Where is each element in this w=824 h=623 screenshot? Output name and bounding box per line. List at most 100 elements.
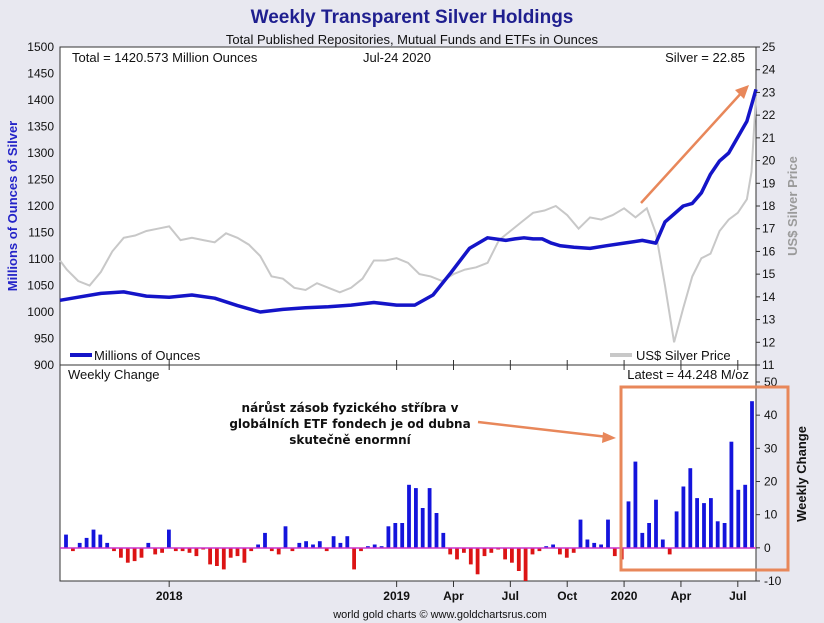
y-tick-left: 1300 (27, 146, 54, 160)
x-tick-label: 2019 (383, 589, 410, 603)
x-tick-label: Oct (557, 589, 577, 603)
y-tick-right: 18 (762, 199, 776, 213)
date-readout: Jul-24 2020 (363, 50, 431, 65)
weekly-change-bar (187, 547, 192, 553)
weekly-change-bar (503, 547, 507, 560)
weekly-change-bar (414, 488, 418, 548)
weekly-change-bar (235, 547, 240, 557)
weekly-change-bar (612, 547, 617, 557)
y-tick-right: 19 (762, 176, 776, 190)
weekly-change-bar (352, 547, 356, 570)
weekly-change-bar (736, 489, 741, 548)
weekly-change-bar (215, 547, 219, 566)
weekly-change-bar (263, 532, 267, 548)
weekly-change-bar (71, 547, 75, 552)
annotation-line-2: globálních ETF fondech je od dubna (229, 417, 470, 431)
weekly-change-bar (256, 544, 260, 548)
annotation-line-1: nárůst zásob fyzického stříbra v (242, 401, 459, 415)
weekly-change-bar (592, 542, 597, 548)
y-tick-right: 16 (762, 244, 776, 258)
weekly-change-bar (530, 547, 535, 555)
weekly-change-bar (420, 508, 425, 548)
weekly-change-bar (510, 547, 514, 563)
y-tick-left: 1500 (27, 40, 54, 54)
weekly-change-bar (448, 547, 453, 555)
weekly-change-bar (208, 547, 212, 565)
weekly-change-bar (167, 529, 171, 548)
y-tick-left: 900 (34, 358, 54, 372)
y-tick-right: 14 (762, 290, 776, 304)
weekly-change-bar (564, 547, 569, 558)
weekly-change-bar (681, 486, 686, 548)
y-tick-right: 24 (762, 63, 776, 77)
weekly-change-bar (489, 547, 494, 553)
weekly-change-bar (297, 542, 302, 548)
y-tick-right: 22 (762, 108, 776, 122)
weekly-change-bar (702, 503, 706, 548)
weekly-change-bar (276, 547, 281, 555)
y-tick-right: 17 (762, 222, 776, 236)
y-tick-lower: 0 (764, 541, 771, 555)
weekly-change-bar (173, 547, 178, 552)
weekly-change-bar (359, 547, 363, 552)
weekly-change-bar (331, 536, 336, 548)
weekly-change-bar (441, 532, 446, 548)
weekly-change-bar (674, 511, 679, 548)
weekly-change-bar (249, 547, 254, 552)
x-tick-label: Jul (502, 589, 519, 603)
weekly-change-bar (729, 441, 734, 548)
y-tick-left: 1000 (27, 305, 54, 319)
weekly-change-bar (84, 537, 89, 548)
weekly-change-bar (125, 547, 130, 563)
weekly-change-bar (558, 547, 562, 555)
y-tick-right: 20 (762, 154, 776, 168)
weekly-change-bar (571, 547, 576, 553)
footer-credit: world gold charts © www.goldchartsrus.co… (332, 609, 547, 621)
annotation-line-3: skutečně enormní (289, 433, 411, 447)
y-tick-lower: 30 (764, 441, 778, 455)
silver-readout: Silver = 22.85 (665, 50, 745, 65)
y-tick-lower: -10 (764, 574, 782, 588)
weekly-change-bar (283, 526, 288, 548)
weekly-change-bar (180, 547, 185, 552)
x-tick-label: Apr (443, 589, 464, 603)
annotation-arrow-head (602, 432, 616, 443)
weekly-change-bar (345, 536, 350, 548)
weekly-change-bar (146, 542, 151, 548)
weekly-change-bar (455, 547, 459, 560)
legend-holdings-label: Millions of Ounces (94, 348, 201, 363)
weekly-change-bar (372, 544, 377, 548)
y-tick-lower: 40 (764, 408, 778, 422)
weekly-change-bar (722, 523, 727, 548)
weekly-change-bar (194, 547, 199, 557)
weekly-change-bar (379, 546, 384, 548)
y-tick-lower: 10 (764, 508, 778, 522)
x-tick-label: 2018 (156, 589, 183, 603)
latest-readout: Latest = 44.248 M/oz (627, 367, 749, 382)
weekly-change-label: Weekly Change (68, 367, 160, 382)
y-axis-right-title: US$ Silver Price (785, 156, 800, 256)
weekly-change-bar (695, 498, 699, 548)
y-tick-left: 1400 (27, 93, 54, 107)
weekly-change-bar (242, 547, 247, 563)
weekly-change-bar (640, 532, 645, 548)
y-axis-left-title: Millions of Ounces of Silver (5, 121, 20, 291)
weekly-change-bar (119, 547, 123, 558)
weekly-change-bar (551, 544, 555, 548)
weekly-change-bar (654, 499, 658, 548)
weekly-change-bar (338, 542, 343, 548)
y-tick-lower: 20 (764, 475, 778, 489)
weekly-change-bar (537, 547, 542, 552)
weekly-change-bar (393, 523, 398, 548)
weekly-change-bar (660, 539, 665, 548)
weekly-change-bar (516, 547, 521, 571)
holdings-line (59, 88, 758, 314)
y-tick-right: 25 (762, 40, 776, 54)
weekly-change-bar (132, 547, 137, 562)
weekly-change-bar (407, 484, 411, 548)
weekly-change-bar (523, 547, 528, 581)
weekly-change-bar (599, 544, 603, 548)
silver-price-line (59, 95, 757, 343)
y-tick-right: 12 (762, 335, 776, 349)
